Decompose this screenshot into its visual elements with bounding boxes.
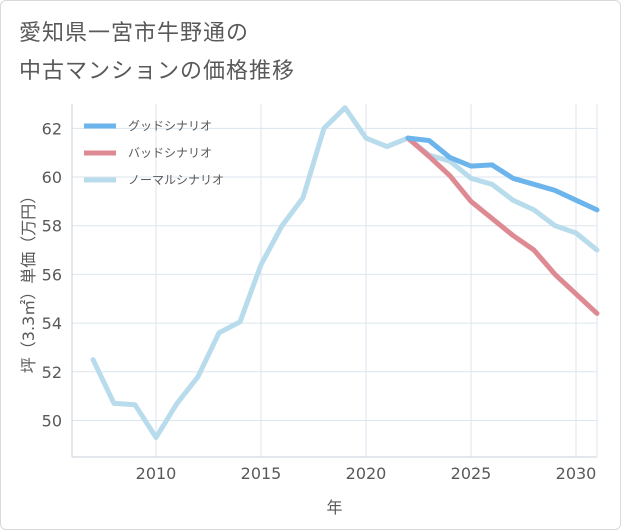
legend-label-0: グッドシナリオ — [128, 119, 212, 133]
x-tick-label-2015: 2015 — [241, 464, 282, 483]
y-tick-label-56: 56 — [42, 265, 62, 284]
x-tick-label-2020: 2020 — [346, 464, 387, 483]
series-line-1 — [405, 135, 600, 316]
axes: 2010 2015 2020 2025 2030 50 52 54 56 58 60 62 — [42, 104, 598, 483]
x-tick-label-2010: 2010 — [136, 464, 177, 483]
x-axis-label: 年 — [326, 498, 342, 517]
y-tick-label-54: 54 — [42, 314, 62, 333]
x-tick-label-2025: 2025 — [451, 464, 492, 483]
series-line-2 — [90, 105, 600, 440]
x-tick-label-2030: 2030 — [556, 464, 597, 483]
series-lines — [90, 105, 600, 440]
legend-label-2: ノーマルシナリオ — [128, 173, 224, 187]
y-tick-label-50: 50 — [42, 411, 62, 430]
chart-title-line-1: 愛知県一宮市牛野通の — [19, 21, 250, 46]
y-tick-label-58: 58 — [42, 217, 62, 236]
chart-title-line-2: 中古マンションの価格推移 — [19, 59, 296, 84]
y-tick-label-60: 60 — [42, 168, 62, 187]
grid — [72, 104, 597, 457]
y-tick-label-52: 52 — [42, 363, 62, 382]
series-line-0 — [405, 135, 600, 213]
y-tick-label-62: 62 — [42, 119, 62, 138]
legend-label-1: バッドシナリオ — [128, 146, 212, 160]
y-axis-label: 坪（3.3㎡）単価（万円） — [19, 188, 38, 373]
